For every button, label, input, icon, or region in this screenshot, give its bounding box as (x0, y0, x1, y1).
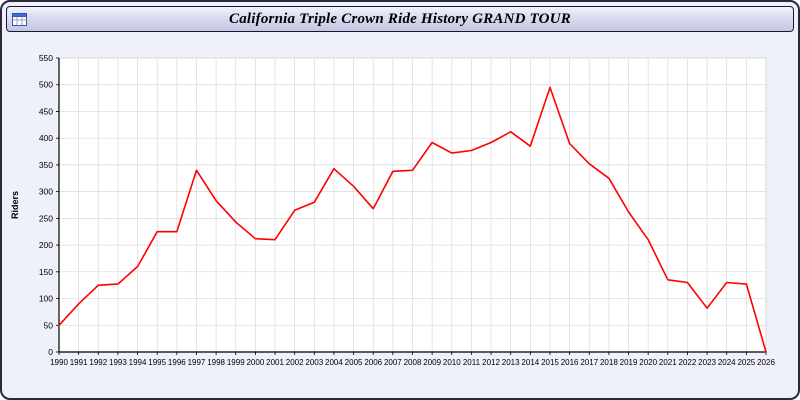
svg-text:2018: 2018 (600, 358, 618, 367)
svg-text:2009: 2009 (423, 358, 441, 367)
svg-text:2010: 2010 (443, 358, 461, 367)
svg-text:500: 500 (39, 80, 53, 90)
svg-text:2019: 2019 (620, 358, 638, 367)
svg-text:2012: 2012 (482, 358, 500, 367)
svg-text:150: 150 (39, 267, 53, 277)
svg-text:1991: 1991 (70, 358, 88, 367)
svg-text:450: 450 (39, 106, 53, 116)
svg-text:2000: 2000 (246, 358, 264, 367)
svg-text:2021: 2021 (659, 358, 677, 367)
svg-text:250: 250 (39, 213, 53, 223)
chart-area: 1990 1991 1992 1993 1994 1995 1996 1997 1998 1999… (4, 36, 796, 396)
svg-text:2002: 2002 (286, 358, 304, 367)
svg-text:50: 50 (44, 320, 54, 330)
svg-text:1998: 1998 (207, 358, 225, 367)
svg-text:300: 300 (39, 187, 53, 197)
svg-text:2014: 2014 (521, 358, 539, 367)
svg-text:2016: 2016 (561, 358, 579, 367)
svg-text:1992: 1992 (89, 358, 107, 367)
ride-history-line-chart: 1990 1991 1992 1993 1994 1995 1996 1997 1998 1999… (10, 53, 775, 367)
spreadsheet-chart-icon (12, 12, 27, 26)
window-title: California Triple Crown Ride History GRA… (229, 10, 571, 27)
svg-text:2023: 2023 (698, 358, 716, 367)
svg-text:1990: 1990 (50, 358, 68, 367)
svg-text:2026: 2026 (757, 358, 775, 367)
svg-text:350: 350 (39, 160, 53, 170)
svg-text:Riders: Riders (10, 191, 20, 219)
svg-text:1997: 1997 (188, 358, 206, 367)
svg-text:2017: 2017 (580, 358, 598, 367)
svg-text:2025: 2025 (737, 358, 755, 367)
svg-text:1994: 1994 (129, 358, 147, 367)
svg-text:1999: 1999 (227, 358, 245, 367)
svg-text:0: 0 (48, 347, 53, 357)
svg-text:100: 100 (39, 294, 53, 304)
svg-text:1993: 1993 (109, 358, 127, 367)
svg-text:2008: 2008 (404, 358, 422, 367)
svg-text:400: 400 (39, 133, 53, 143)
svg-text:2013: 2013 (502, 358, 520, 367)
svg-text:1995: 1995 (148, 358, 166, 367)
svg-text:2024: 2024 (718, 358, 736, 367)
svg-text:2022: 2022 (679, 358, 697, 367)
svg-text:550: 550 (39, 53, 53, 63)
svg-text:200: 200 (39, 240, 53, 250)
svg-text:2015: 2015 (541, 358, 559, 367)
svg-text:2001: 2001 (266, 358, 284, 367)
svg-text:2020: 2020 (639, 358, 657, 367)
title-bar: California Triple Crown Ride History GRA… (6, 6, 794, 32)
svg-text:2011: 2011 (463, 358, 481, 367)
svg-text:2005: 2005 (345, 358, 363, 367)
svg-text:2007: 2007 (384, 358, 402, 367)
svg-text:2003: 2003 (305, 358, 323, 367)
svg-text:1996: 1996 (168, 358, 186, 367)
svg-text:2006: 2006 (364, 358, 382, 367)
svg-text:2004: 2004 (325, 358, 343, 367)
